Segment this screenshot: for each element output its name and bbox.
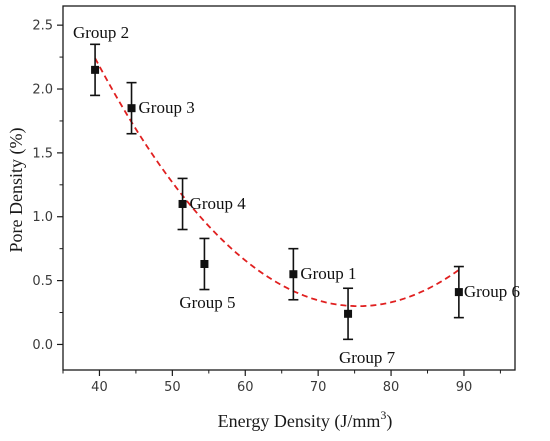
fit-curve-layer — [94, 57, 460, 308]
data-point — [289, 270, 298, 279]
x-tick-label: 50 — [164, 380, 181, 395]
x-tick-label: 60 — [237, 380, 254, 395]
fit-curve — [94, 57, 460, 308]
point-label: Group 2 — [73, 23, 129, 42]
axes — [62, 5, 516, 371]
data-point — [178, 199, 187, 208]
point-label: Group 3 — [139, 98, 195, 117]
x-axis-title-superscript: 3 — [380, 408, 386, 422]
plot-frame — [62, 5, 516, 371]
x-tick-label: 40 — [91, 380, 108, 395]
data-point — [91, 65, 100, 74]
ticks-layer: 40 50 60 70 80 90 0.0 0.5 1.0 1.5 2.0 2.5 — [32, 19, 501, 395]
x-tick-label: 90 — [456, 380, 473, 395]
y-tick-label: 0.5 — [32, 274, 53, 289]
point-label: Group 4 — [190, 194, 247, 213]
data-point — [200, 259, 209, 268]
y-tick-label: 0.0 — [32, 338, 53, 353]
point-label: Group 1 — [300, 264, 356, 283]
y-tick-label: 1.0 — [32, 210, 53, 225]
point-label: Group 7 — [339, 348, 396, 367]
x-tick-label: 80 — [383, 380, 400, 395]
y-tick-label: 2.0 — [32, 83, 53, 98]
data-point — [127, 104, 136, 113]
y-tick-label: 1.5 — [32, 146, 53, 161]
point-labels-layer: Group 2 Group 3 Group 4 Group 5 Group 1 Group… — [73, 23, 520, 367]
point-label: Group 6 — [464, 282, 520, 301]
data-point — [454, 288, 463, 297]
markers-layer — [91, 65, 463, 318]
x-axis-title: Energy Density (J/mm3) — [218, 408, 393, 432]
errorbars-layer — [90, 43, 464, 341]
y-tick-label: 2.5 — [32, 19, 53, 34]
data-point — [344, 309, 353, 318]
point-label: Group 5 — [179, 293, 235, 312]
x-tick-label: 70 — [310, 380, 327, 395]
y-axis-title: Pore Density (%) — [6, 128, 27, 253]
